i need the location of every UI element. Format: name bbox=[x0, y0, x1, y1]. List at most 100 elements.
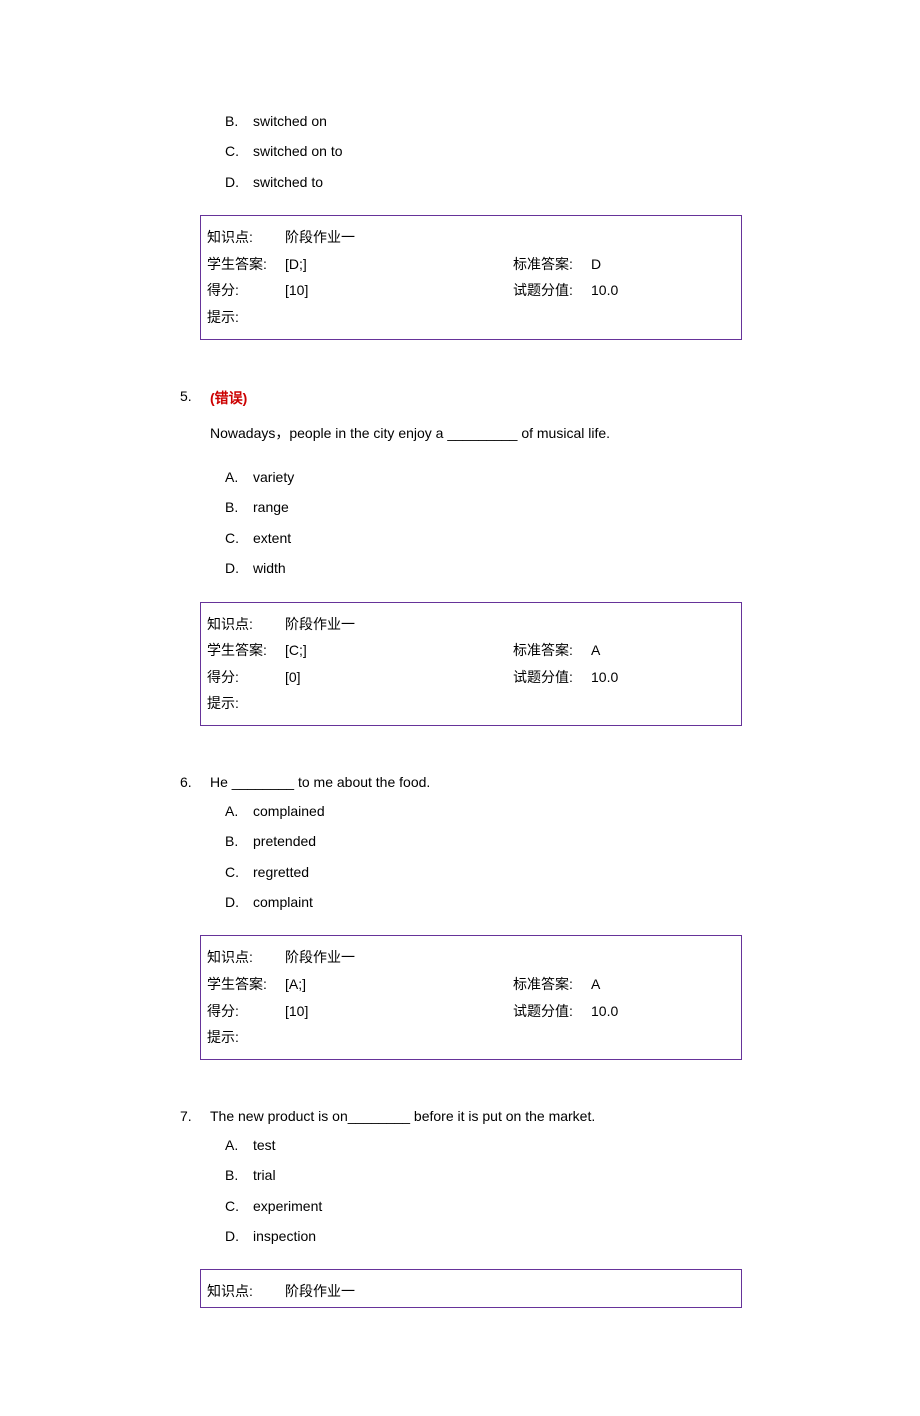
option-row: C. regretted bbox=[225, 861, 840, 883]
knowledge-label: 知识点: bbox=[201, 944, 285, 971]
option-row: B. range bbox=[225, 496, 840, 518]
item-score-label: 试题分值: bbox=[513, 998, 591, 1025]
score-value: [10] bbox=[285, 277, 513, 304]
option-letter: B. bbox=[225, 830, 253, 852]
knowledge-label: 知识点: bbox=[201, 1278, 285, 1305]
option-letter: C. bbox=[225, 1195, 253, 1217]
q7-scorebox: 知识点: 阶段作业一 bbox=[200, 1269, 742, 1308]
question-number: 7. bbox=[180, 1108, 210, 1124]
option-letter: B. bbox=[225, 496, 253, 518]
standard-answer-value: D bbox=[591, 251, 741, 278]
item-score-value: 10.0 bbox=[591, 277, 741, 304]
standard-answer-label: 标准答案: bbox=[513, 637, 591, 664]
score-label: 得分: bbox=[201, 998, 285, 1025]
option-letter: A. bbox=[225, 466, 253, 488]
option-text: extent bbox=[253, 527, 291, 549]
q6-scorebox: 知识点: 阶段作业一 学生答案: [A;] 标准答案: A 得分: [10] 试… bbox=[200, 935, 742, 1059]
standard-answer-label: 标准答案: bbox=[513, 251, 591, 278]
question-stem: The new product is on________ before it … bbox=[210, 1108, 595, 1124]
option-text: variety bbox=[253, 466, 294, 488]
q7-header: 7. The new product is on________ before … bbox=[210, 1108, 840, 1124]
student-answer-value: [A;] bbox=[285, 971, 513, 998]
option-row: D. inspection bbox=[225, 1225, 840, 1247]
option-letter: C. bbox=[225, 527, 253, 549]
question-7: 7. The new product is on________ before … bbox=[80, 1108, 840, 1308]
option-text: experiment bbox=[253, 1195, 322, 1217]
knowledge-value: 阶段作业一 bbox=[285, 611, 513, 638]
option-row: A. variety bbox=[225, 466, 840, 488]
error-badge: (错误) bbox=[210, 388, 247, 408]
option-row: D. width bbox=[225, 557, 840, 579]
option-text: switched on to bbox=[253, 140, 343, 162]
item-score-label: 试题分值: bbox=[513, 664, 591, 691]
knowledge-value: 阶段作业一 bbox=[285, 224, 513, 251]
option-text: test bbox=[253, 1134, 276, 1156]
student-answer-value: [C;] bbox=[285, 637, 513, 664]
option-text: range bbox=[253, 496, 289, 518]
option-text: inspection bbox=[253, 1225, 316, 1247]
q6-header: 6. He ________ to me about the food. bbox=[210, 774, 840, 790]
student-answer-label: 学生答案: bbox=[201, 971, 285, 998]
score-value: [0] bbox=[285, 664, 513, 691]
option-text: regretted bbox=[253, 861, 309, 883]
option-letter: A. bbox=[225, 800, 253, 822]
option-row: D. complaint bbox=[225, 891, 840, 913]
score-label: 得分: bbox=[201, 277, 285, 304]
item-score-label: 试题分值: bbox=[513, 277, 591, 304]
option-row: C. experiment bbox=[225, 1195, 840, 1217]
option-letter: D. bbox=[225, 171, 253, 193]
option-text: complaint bbox=[253, 891, 313, 913]
question-4-partial: B. switched on C. switched on to D. swit… bbox=[80, 110, 840, 340]
score-label: 得分: bbox=[201, 664, 285, 691]
option-row: B. trial bbox=[225, 1164, 840, 1186]
option-text: switched on bbox=[253, 110, 327, 132]
knowledge-label: 知识点: bbox=[201, 224, 285, 251]
option-row: C. extent bbox=[225, 527, 840, 549]
option-letter: C. bbox=[225, 861, 253, 883]
q7-options: A. test B. trial C. experiment D. inspec… bbox=[225, 1134, 840, 1248]
knowledge-label: 知识点: bbox=[201, 611, 285, 638]
standard-answer-label: 标准答案: bbox=[513, 971, 591, 998]
q4-options: B. switched on C. switched on to D. swit… bbox=[225, 110, 840, 193]
option-letter: D. bbox=[225, 1225, 253, 1247]
hint-label: 提示: bbox=[201, 690, 285, 717]
q5-scorebox: 知识点: 阶段作业一 学生答案: [C;] 标准答案: A 得分: [0] 试题… bbox=[200, 602, 742, 726]
option-text: trial bbox=[253, 1164, 276, 1186]
item-score-value: 10.0 bbox=[591, 998, 741, 1025]
option-row: A. test bbox=[225, 1134, 840, 1156]
q5-header: 5. (错误) bbox=[180, 388, 840, 408]
student-answer-value: [D;] bbox=[285, 251, 513, 278]
option-text: pretended bbox=[253, 830, 316, 852]
student-answer-label: 学生答案: bbox=[201, 251, 285, 278]
question-number: 6. bbox=[180, 774, 210, 790]
knowledge-value: 阶段作业一 bbox=[285, 944, 513, 971]
standard-answer-value: A bbox=[591, 971, 741, 998]
question-6: 6. He ________ to me about the food. A. … bbox=[80, 774, 840, 1060]
q6-options: A. complained B. pretended C. regretted … bbox=[225, 800, 840, 914]
item-score-value: 10.0 bbox=[591, 664, 741, 691]
option-row: B. pretended bbox=[225, 830, 840, 852]
option-row: D. switched to bbox=[225, 171, 840, 193]
option-text: switched to bbox=[253, 171, 323, 193]
option-letter: D. bbox=[225, 891, 253, 913]
question-5: 5. (错误) Nowadays，people in the city enjo… bbox=[80, 388, 840, 726]
question-number: 5. bbox=[180, 388, 210, 408]
option-letter: C. bbox=[225, 140, 253, 162]
score-value: [10] bbox=[285, 998, 513, 1025]
option-row: A. complained bbox=[225, 800, 840, 822]
option-text: width bbox=[253, 557, 286, 579]
option-letter: A. bbox=[225, 1134, 253, 1156]
q4-scorebox: 知识点: 阶段作业一 学生答案: [D;] 标准答案: D 得分: [10] 试… bbox=[200, 215, 742, 339]
knowledge-value: 阶段作业一 bbox=[285, 1278, 513, 1305]
standard-answer-value: A bbox=[591, 637, 741, 664]
option-letter: D. bbox=[225, 557, 253, 579]
student-answer-label: 学生答案: bbox=[201, 637, 285, 664]
question-stem: He ________ to me about the food. bbox=[210, 774, 430, 790]
option-text: complained bbox=[253, 800, 325, 822]
q5-options: A. variety B. range C. extent D. width bbox=[225, 466, 840, 580]
hint-label: 提示: bbox=[201, 1024, 285, 1051]
option-row: C. switched on to bbox=[225, 140, 840, 162]
option-letter: B. bbox=[225, 110, 253, 132]
hint-label: 提示: bbox=[201, 304, 285, 331]
option-letter: B. bbox=[225, 1164, 253, 1186]
